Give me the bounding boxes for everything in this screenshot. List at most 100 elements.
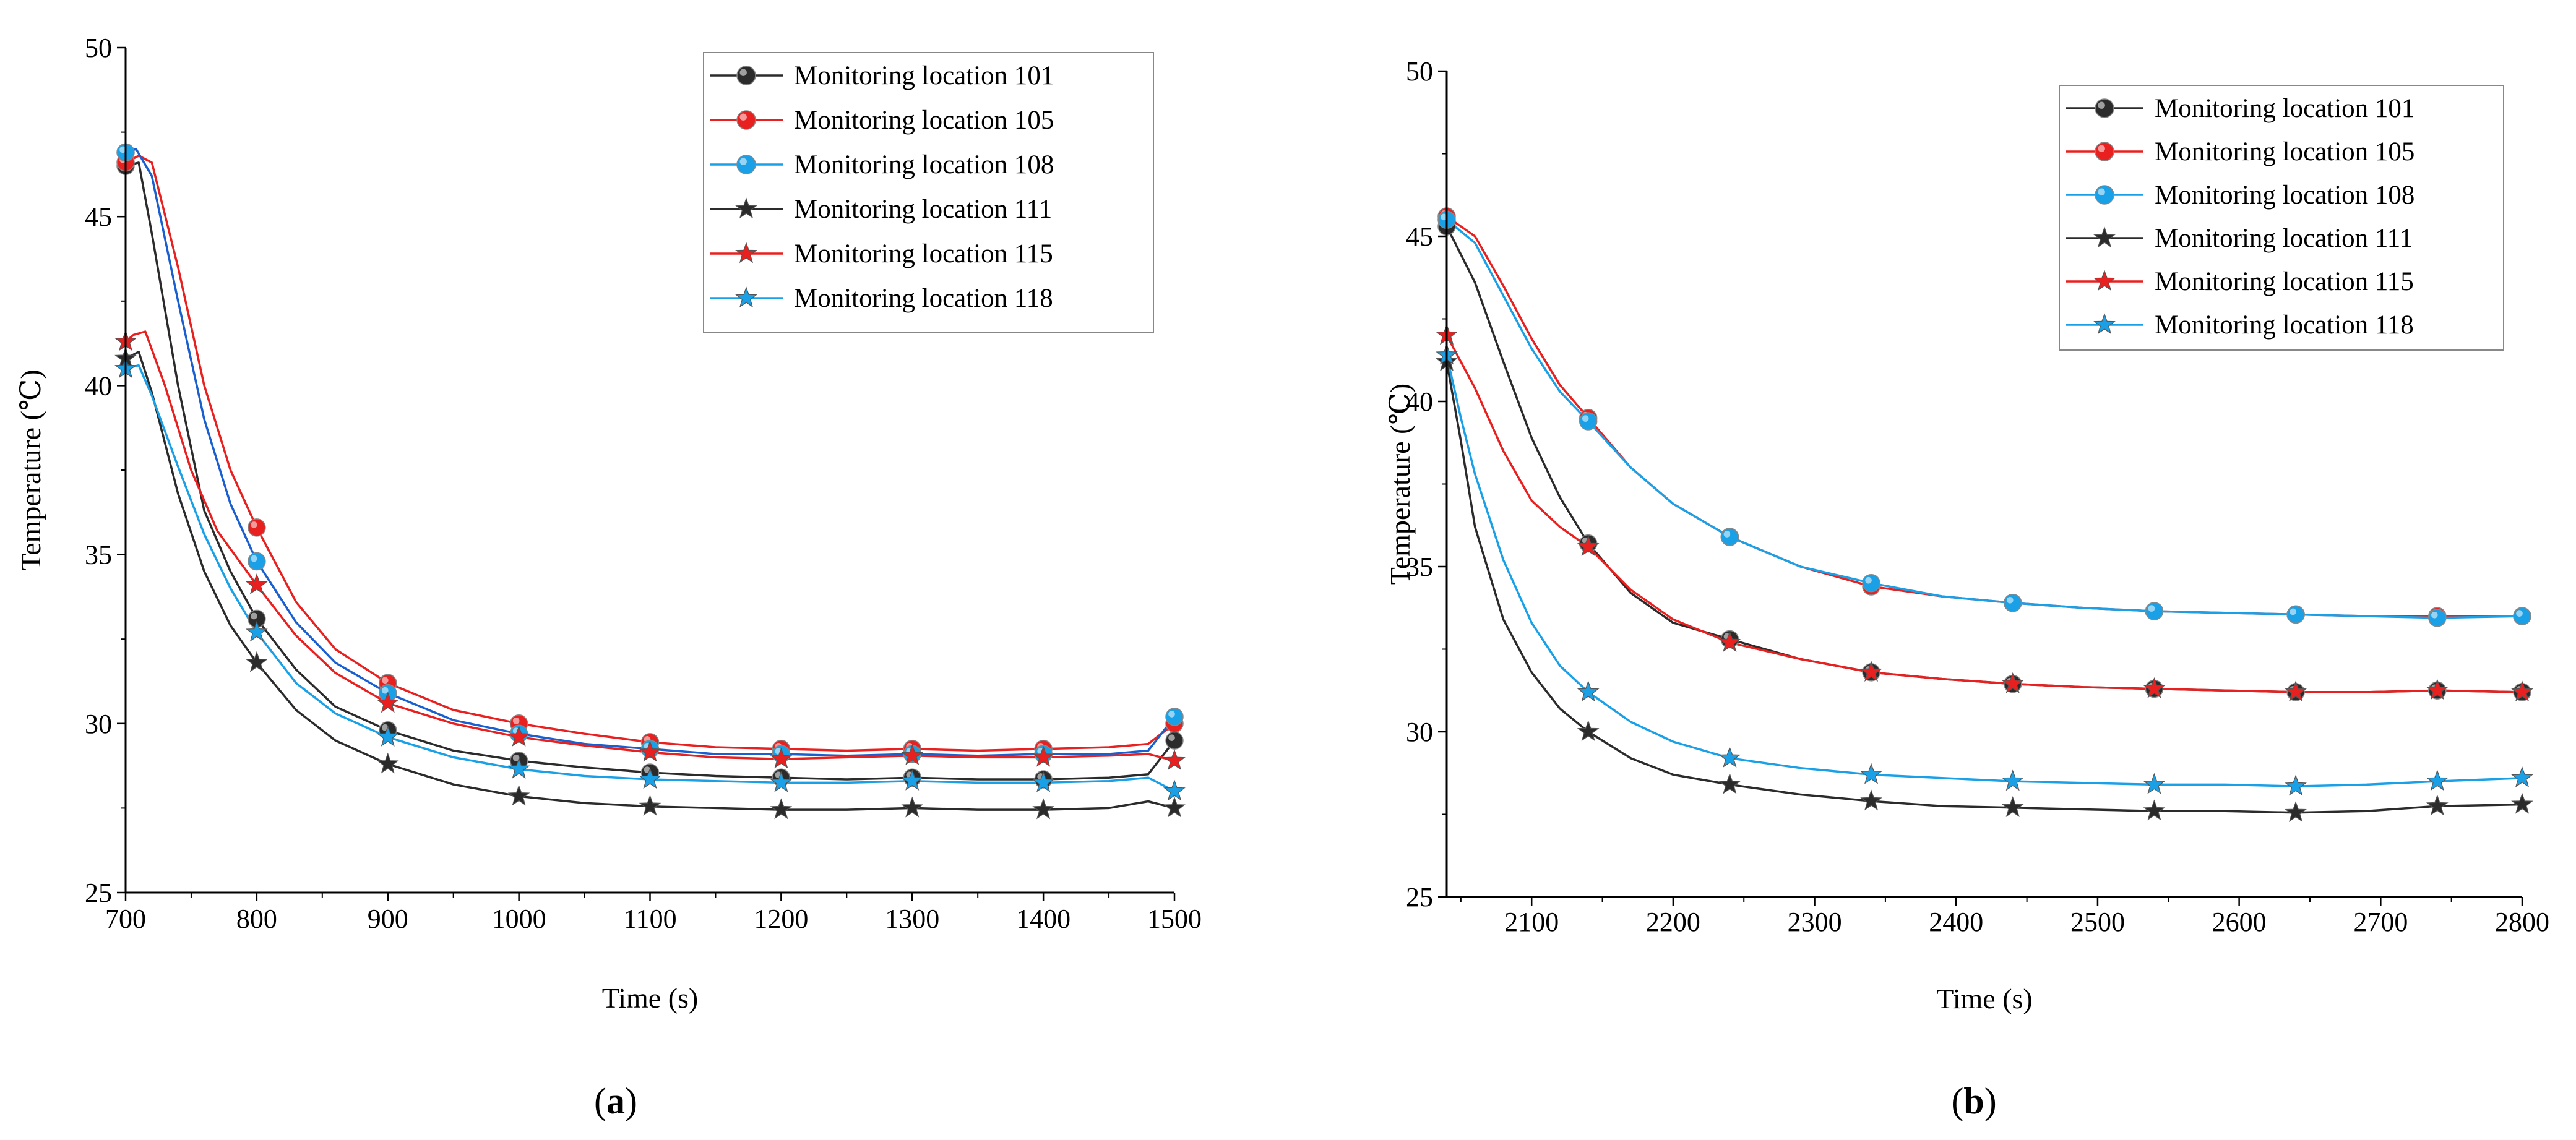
panel-b-data-point [2426, 769, 2449, 791]
panel-b-data-point [2285, 801, 2307, 823]
panel-a-label: (a) [594, 1081, 637, 1121]
panel-a-data-point-highlight [381, 687, 389, 694]
panel-b-data-point [2286, 605, 2305, 624]
panel-b-legend-swatch-marker-highlight [2098, 145, 2105, 152]
panel-b-data-point-highlight [2148, 605, 2155, 612]
panel-b-y-axis-title: Temperature (℃) [1384, 384, 1416, 585]
panel-b-legend-swatch-marker [2095, 142, 2114, 161]
panel-b-data-point [2143, 773, 2166, 794]
panel-b-data-point-highlight [2290, 608, 2296, 615]
panel-b-data-point-highlight [2006, 596, 2014, 604]
panel-b-series-markers-4 [1436, 350, 2533, 823]
panel-a-data-point-highlight [251, 555, 257, 562]
panel-a-xtick-label: 1300 [885, 904, 939, 934]
panel-b-data-point [1579, 412, 1598, 431]
panel-a-data-point [376, 752, 399, 774]
panel-b: 25 30 35 40 45 50 2100 2200 2300 2400 2500 2600 2700… [1384, 56, 2549, 1121]
panel-a: 25 30 35 40 45 50 700 800 900 1000 1100 1200 1300 140… [15, 33, 1202, 1121]
panel-b-ytick-label: 30 [1406, 717, 1433, 747]
panel-a-data-point [507, 725, 530, 747]
panel-a-data-point [248, 518, 266, 537]
panel-b-legend-entry: Monitoring location 115 [2155, 267, 2414, 296]
panel-a-data-point-highlight [251, 612, 257, 620]
panel-a-legend-swatch-marker-highlight [739, 113, 747, 121]
panel-b-xtick-label: 2300 [1788, 907, 1842, 937]
panel-b-xtick-label: 2400 [1929, 907, 1983, 937]
panel-a-legend-entry: Monitoring location 105 [794, 106, 1054, 135]
panel-a-data-point [507, 784, 530, 806]
panel-a-data-point [639, 794, 661, 816]
panel-b-series-markers-3 [1437, 210, 2531, 627]
panel-a-data-point-highlight [512, 718, 520, 724]
panel-a-x-axis-title: Time (s) [602, 982, 699, 1014]
panel-b-legend-swatch-marker [2093, 270, 2116, 291]
panel-b-data-point [1577, 720, 1600, 742]
panel-a-legend-swatch-marker [735, 197, 757, 219]
panel-b-legend-box [2059, 85, 2504, 351]
panel-b-xtick-label: 2200 [1646, 907, 1700, 937]
panel-a-legend-entry: Monitoring location 111 [794, 195, 1052, 224]
panel-b-xtick-label: 2100 [1504, 907, 1559, 937]
panel-a-data-point-highlight [512, 755, 520, 761]
panel-a-legend-swatch-marker [736, 66, 756, 85]
panel-a-data-point [246, 651, 268, 672]
panel-b-series-line-4 [1447, 361, 2522, 814]
panel-b-data-point [1718, 773, 1741, 794]
panel-a-label-letter: a [606, 1081, 625, 1121]
panel-a-data-point [1163, 779, 1186, 801]
panel-a-data-point [376, 692, 399, 713]
panel-b-data-point-highlight [1865, 576, 1872, 584]
panel-a-data-point [770, 798, 793, 820]
panel-b-data-point [2428, 609, 2447, 627]
panel-b-label-close: ) [1984, 1081, 1997, 1121]
panel-a-label-close: ) [625, 1081, 637, 1121]
panel-b-legend-entry: Monitoring location 108 [2155, 181, 2414, 210]
panel-a-legend-swatch-marker [736, 110, 756, 130]
panel-a-xtick-label: 700 [105, 904, 146, 934]
panel-a-legend-box [703, 52, 1154, 333]
panel-b-series-line-6 [1447, 354, 2522, 787]
panel-b-x-axis-title: Time (s) [1936, 983, 2033, 1014]
panel-b-ytick-label: 40 [1406, 387, 1433, 417]
panel-a-data-point [1032, 745, 1054, 767]
panel-b-data-point [2001, 769, 2024, 791]
panel-a-data-point [507, 757, 530, 779]
panel-b-ytick-label: 35 [1406, 552, 1433, 582]
panel-a-data-point-highlight [119, 146, 126, 153]
panel-b-data-point [2145, 602, 2164, 620]
panel-b-data-point [2001, 796, 2024, 818]
panel-a-data-point [1032, 798, 1054, 820]
panel-b-data-point [2143, 677, 2166, 698]
panel-a-legend-entry: Monitoring location 101 [794, 61, 1054, 90]
panel-a-data-point [639, 768, 661, 789]
panel-a-xtick-label: 800 [236, 904, 277, 934]
panel-a-data-point [248, 552, 266, 571]
panel-a-xtick-label: 1100 [623, 904, 676, 934]
panel-a-label-open: ( [594, 1081, 606, 1121]
panel-a-data-point-highlight [1168, 734, 1175, 741]
panel-a-xtick-label: 1400 [1016, 904, 1070, 934]
panel-a-xtick-label: 1200 [754, 904, 808, 934]
panel-b-data-point [1577, 680, 1600, 702]
panel-a-series-line-5 [126, 330, 1174, 762]
panel-a-ytick-label: 40 [85, 371, 112, 401]
panel-a-data-point [770, 771, 793, 792]
panel-b-data-point-highlight [2431, 611, 2438, 619]
panel-a-legend-swatch-marker [736, 155, 756, 174]
panel-a-data-point [901, 796, 924, 818]
panel-b-legend-swatch-marker [2095, 98, 2114, 118]
panel-b-ytick-label: 50 [1406, 56, 1433, 87]
panel-b-legend-swatch-marker [2095, 185, 2114, 205]
panel-b-data-point-highlight [1723, 531, 1731, 538]
panel-b-legend-swatch-marker [2093, 313, 2116, 335]
panel-b-data-point [2285, 680, 2307, 702]
panel-a-xtick-label: 1500 [1147, 904, 1202, 934]
panel-a-ytick-label: 50 [85, 33, 112, 63]
panel-b-legend-entry: Monitoring location 101 [2155, 94, 2414, 123]
panel-b-xtick-label: 2700 [2353, 907, 2408, 937]
panel-b-data-point [2511, 680, 2533, 702]
panel-b-xtick-label: 2800 [2495, 907, 2549, 937]
panel-b-data-point [2511, 792, 2533, 814]
panel-a-xtick-label: 1000 [492, 904, 546, 934]
panel-b-ytick-label: 25 [1406, 882, 1433, 912]
